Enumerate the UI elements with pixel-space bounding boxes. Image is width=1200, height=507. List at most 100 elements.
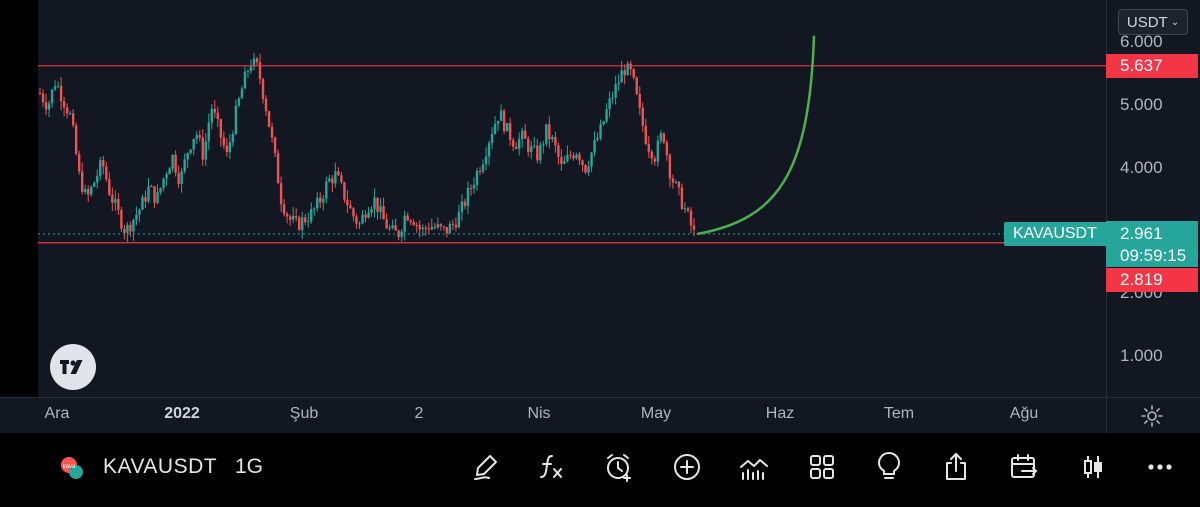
candle-body xyxy=(62,101,66,108)
candle-body xyxy=(249,66,253,71)
candle-body xyxy=(542,143,545,145)
candle-body xyxy=(524,130,527,139)
candle-body xyxy=(364,214,367,218)
candle-body xyxy=(590,152,593,167)
candle-body xyxy=(349,205,352,209)
candle-body xyxy=(310,209,313,222)
candle-body xyxy=(563,161,566,164)
candle-body xyxy=(400,231,403,238)
candle-body xyxy=(668,155,672,179)
candle-body xyxy=(38,93,42,95)
candle-body xyxy=(198,135,201,138)
symbol-name[interactable]: KAVAUSDT xyxy=(103,455,218,478)
candle-body xyxy=(304,217,307,222)
candle-body xyxy=(77,154,81,172)
candle-body xyxy=(204,141,207,160)
candle-body xyxy=(219,119,223,138)
candle-body xyxy=(433,226,437,228)
time-tick-label: 2022 xyxy=(164,405,200,422)
candle-body xyxy=(270,126,274,138)
candle-body xyxy=(59,85,63,102)
candle-body xyxy=(135,214,138,220)
candle-body xyxy=(602,121,605,125)
candle-body xyxy=(557,145,560,158)
candle-body xyxy=(424,227,427,229)
ideas-lightbulb-icon[interactable] xyxy=(873,451,905,483)
candle-body xyxy=(192,138,195,150)
add-icon[interactable] xyxy=(671,451,703,483)
candle-body xyxy=(394,225,397,231)
candle-body xyxy=(418,225,421,230)
time-axis[interactable] xyxy=(38,397,1106,433)
candle-body xyxy=(207,122,210,142)
candle-body xyxy=(572,155,575,159)
candle-body xyxy=(451,223,455,225)
candle-body xyxy=(358,223,361,225)
interval-selector[interactable]: 1G xyxy=(235,455,264,478)
candle-body xyxy=(581,160,584,166)
candle-body xyxy=(653,158,657,162)
candle-body xyxy=(406,215,409,221)
indicators-icon[interactable] xyxy=(535,451,567,483)
candle-body xyxy=(319,197,322,203)
candle-body xyxy=(536,145,539,161)
more-icon[interactable] xyxy=(1144,451,1176,483)
projection-curve[interactable] xyxy=(696,35,816,236)
candle-body xyxy=(322,198,325,203)
candle-body xyxy=(493,124,497,134)
candle-body xyxy=(74,125,78,155)
chart-type-candles-icon[interactable] xyxy=(1077,451,1109,483)
candle-body xyxy=(132,219,135,232)
settings-gear-icon[interactable] xyxy=(1140,404,1164,428)
candle-body xyxy=(343,182,346,200)
replay-calendar-icon[interactable] xyxy=(1008,451,1040,483)
compare-icon[interactable] xyxy=(738,451,770,483)
candle-body xyxy=(237,98,241,106)
candle-body xyxy=(656,140,660,162)
candle-body xyxy=(677,181,681,188)
candle-body xyxy=(662,133,666,143)
share-icon[interactable] xyxy=(940,451,972,483)
currency-selector[interactable]: USDT ⌄ xyxy=(1118,9,1188,35)
candle-body xyxy=(683,208,687,210)
alerts-icon[interactable] xyxy=(603,451,635,483)
time-tick-label: May xyxy=(640,405,672,422)
candle-body xyxy=(96,175,99,183)
candle-body xyxy=(316,197,319,209)
tradingview-logo-icon[interactable] xyxy=(50,344,96,390)
candle-body xyxy=(548,124,551,140)
candle-body xyxy=(213,108,217,113)
candle-body xyxy=(674,181,678,183)
candle-body xyxy=(439,224,443,227)
candle-body xyxy=(156,192,159,203)
candle-body xyxy=(90,186,93,195)
candle-body xyxy=(285,214,289,217)
candle-body xyxy=(195,135,198,139)
candle-body xyxy=(331,178,334,184)
candle-body xyxy=(403,215,406,232)
candle-body xyxy=(126,224,129,233)
chart-canvas xyxy=(38,35,1106,244)
candle-body xyxy=(584,165,587,173)
candle-body xyxy=(472,184,476,189)
candle-body xyxy=(294,216,298,218)
chevron-down-icon: ⌄ xyxy=(1170,16,1180,28)
candle-body xyxy=(138,209,141,215)
candle-body xyxy=(108,179,111,195)
candle-body xyxy=(659,133,663,141)
candle-body xyxy=(168,168,171,175)
left-margin xyxy=(0,0,38,397)
candle-body xyxy=(252,58,256,67)
candle-body xyxy=(385,219,388,229)
candle-body xyxy=(511,140,515,147)
drawing-tools-icon[interactable] xyxy=(470,451,502,483)
layouts-icon[interactable] xyxy=(806,451,838,483)
candle-body xyxy=(478,171,482,173)
candle-body xyxy=(551,136,554,140)
candle-body xyxy=(291,216,295,220)
candle-body xyxy=(41,93,45,103)
candle-body xyxy=(261,79,265,99)
candle-body xyxy=(162,178,165,188)
current-price-flag: 2.961 09:59:15 xyxy=(1106,221,1198,267)
candle-body xyxy=(71,113,75,126)
